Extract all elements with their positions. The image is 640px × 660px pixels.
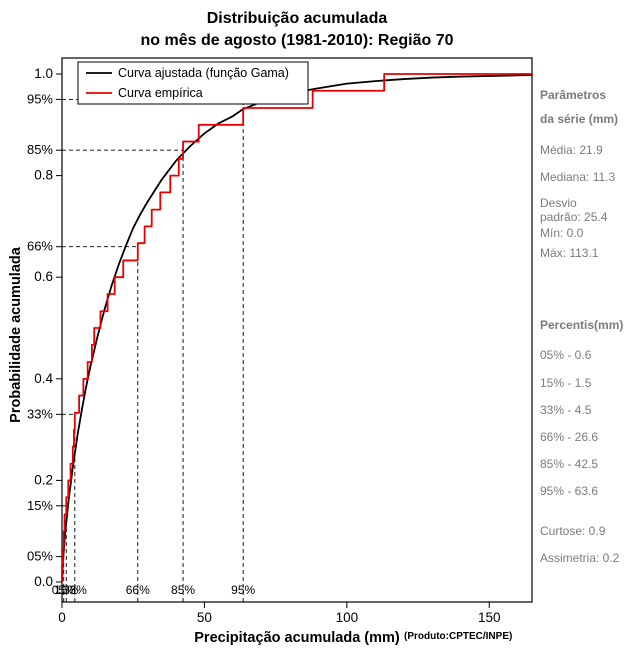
percentis-title: Percentis(mm) — [540, 318, 624, 332]
y-percent-tick-label: 33% — [27, 406, 53, 421]
x-axis-label: Precipitação acumulada (mm) — [194, 630, 400, 646]
percentile-bottom-label: 05% — [52, 583, 76, 597]
percentil-33: 33% - 4.5 — [540, 403, 592, 417]
percentile-bottom-label: 95% — [231, 583, 255, 597]
y-tick-label: 0.6 — [34, 269, 53, 284]
plot-box — [61, 57, 533, 603]
y-percent-tick-label: 95% — [27, 91, 53, 106]
percentile-bottom-label: 15% — [54, 583, 78, 597]
percentile-bottom-label: 33% — [63, 583, 87, 597]
stat-desvio-line2: padrão: 25.4 — [540, 210, 608, 224]
chart-title-line2: no mês de agosto (1981-2010): Região 70 — [140, 31, 454, 49]
curve-gamma-fitted — [61, 74, 533, 583]
stat-media: Média: 21.9 — [540, 143, 603, 157]
y-percent-tick-label: 15% — [27, 498, 53, 513]
stat-max: Máx: 113.1 — [540, 246, 599, 260]
y-percent-tick-label: 66% — [27, 239, 53, 254]
y-tick-label: 0.8 — [34, 168, 53, 183]
percentile-bottom-label: 85% — [171, 583, 195, 597]
percentile-bottom-label: 66% — [126, 583, 150, 597]
legend-label: Curva ajustada (função Gama) — [118, 66, 289, 80]
stat-min: Mín: 0.0 — [540, 226, 584, 240]
params-subtitle: da série (mm) — [540, 112, 619, 126]
y-percent-tick-label: 05% — [27, 549, 53, 564]
stat-assimetria: Assimetria: 0.2 — [540, 551, 620, 565]
source-note: (Produto:CPTEC/INPE) — [404, 631, 513, 642]
params-title: Parâmetros — [540, 88, 607, 102]
legend-label: Curva empírica — [118, 86, 203, 100]
percentil-66: 66% - 26.6 — [540, 430, 599, 444]
y-percent-tick-label: 85% — [27, 142, 53, 157]
x-tick-label: 100 — [336, 610, 359, 625]
chart-title-line1: Distribuição acumulada — [206, 10, 388, 27]
stat-desvio-line1: Desvio — [540, 196, 577, 210]
legend-box — [77, 61, 309, 105]
percentil-85: 85% - 42.5 — [540, 457, 599, 471]
chart-title: Distribuição acumulada no mês de agosto … — [0, 8, 594, 51]
percentil-95: 95% - 63.6 — [540, 484, 599, 498]
stat-mediana: Mediana: 11.3 — [540, 170, 616, 184]
percentil-05: 05% - 0.6 — [540, 348, 592, 362]
curve-empirical — [61, 73, 533, 583]
y-axis-label: Probabilidade acumulada — [8, 247, 24, 423]
x-tick-label: 0 — [58, 610, 66, 625]
x-tick-label: 150 — [478, 610, 501, 625]
y-tick-label: 0.4 — [34, 371, 53, 386]
y-tick-label: 0.2 — [34, 472, 53, 487]
stat-curtose: Curtose: 0.9 — [540, 524, 606, 538]
percentil-15: 15% - 1.5 — [540, 376, 592, 390]
y-tick-label: 0.0 — [34, 574, 53, 589]
x-tick-label: 50 — [197, 610, 212, 625]
y-tick-label: 1.0 — [34, 66, 53, 81]
